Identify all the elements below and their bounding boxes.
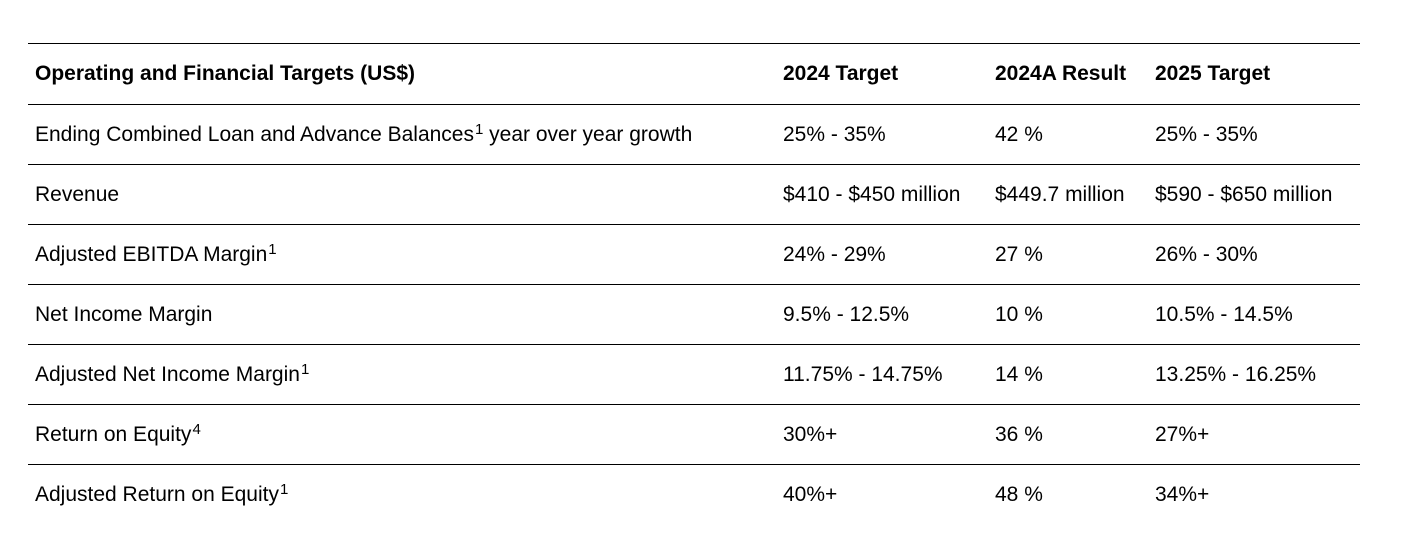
row-label-cell: Adjusted Return on Equity1	[28, 464, 776, 524]
cell-2024-target: $410 - $450 million	[776, 164, 988, 225]
cell-2025-target: 25% - 35%	[1148, 104, 1360, 165]
row-label: Adjusted Net Income Margin	[35, 362, 300, 386]
cell-2024a-result: 48 %	[988, 464, 1148, 524]
cell-2024-target: 25% - 35%	[776, 104, 988, 165]
table-row: Adjusted Return on Equity1 40%+ 48 % 34%…	[28, 464, 1360, 524]
cell-2024a-result: 36 %	[988, 404, 1148, 465]
row-label-cell: Adjusted Net Income Margin1	[28, 344, 776, 405]
table-row: Revenue $410 - $450 million $449.7 milli…	[28, 164, 1360, 225]
cell-2024a-result: 27 %	[988, 224, 1148, 285]
row-label: Ending Combined Loan and Advance Balance…	[35, 122, 474, 146]
cell-2024-target: 24% - 29%	[776, 224, 988, 285]
cell-2025-target: 10.5% - 14.5%	[1148, 284, 1360, 345]
row-label-cell: Return on Equity4	[28, 404, 776, 465]
cell-2024a-result: $449.7 million	[988, 164, 1148, 225]
row-label-cell: Adjusted EBITDA Margin1	[28, 224, 776, 285]
table-row: Ending Combined Loan and Advance Balance…	[28, 104, 1360, 165]
header-2025-target: 2025 Target	[1148, 43, 1360, 105]
row-label: Adjusted EBITDA Margin	[35, 242, 268, 266]
footnote-marker: 1	[475, 120, 484, 138]
footnote-marker: 1	[300, 360, 310, 378]
table-header: Operating and Financial Targets (US$) 20…	[28, 43, 1360, 105]
header-row: Operating and Financial Targets (US$) 20…	[28, 43, 1360, 105]
cell-2024a-result: 14 %	[988, 344, 1148, 405]
cell-2024-target: 40%+	[776, 464, 988, 524]
header-metric: Operating and Financial Targets (US$)	[28, 43, 776, 105]
row-label: Adjusted Return on Equity	[35, 482, 279, 506]
cell-2024a-result: 42 %	[988, 104, 1148, 165]
header-2024-target: 2024 Target	[776, 43, 988, 105]
row-label-suffix: year over year growth	[483, 122, 693, 146]
cell-2025-target: $590 - $650 million	[1148, 164, 1360, 225]
table-body: Ending Combined Loan and Advance Balance…	[28, 104, 1360, 524]
footnote-marker: 1	[279, 480, 289, 498]
table-row: Adjusted EBITDA Margin1 24% - 29% 27 % 2…	[28, 224, 1360, 285]
row-label: Net Income Margin	[35, 302, 213, 326]
row-label-cell: Revenue	[28, 164, 776, 225]
footnote-marker: 4	[192, 420, 201, 438]
cell-2025-target: 13.25% - 16.25%	[1148, 344, 1360, 405]
row-label-cell: Ending Combined Loan and Advance Balance…	[28, 104, 776, 165]
table-row: Adjusted Net Income Margin1 11.75% - 14.…	[28, 344, 1360, 405]
row-label: Revenue	[35, 182, 120, 206]
row-label-cell: Net Income Margin	[28, 284, 776, 345]
cell-2025-target: 27%+	[1148, 404, 1360, 465]
cell-2024-target: 11.75% - 14.75%	[776, 344, 988, 405]
footnote-marker: 1	[268, 240, 277, 258]
table-row: Return on Equity4 30%+ 36 % 27%+	[28, 404, 1360, 465]
financial-targets-table: Operating and Financial Targets (US$) 20…	[28, 43, 1360, 524]
cell-2024-target: 9.5% - 12.5%	[776, 284, 988, 345]
cell-2025-target: 34%+	[1148, 464, 1360, 524]
header-2024a-result: 2024A Result	[988, 43, 1148, 105]
table-row: Net Income Margin 9.5% - 12.5% 10 % 10.5…	[28, 284, 1360, 345]
cell-2025-target: 26% - 30%	[1148, 224, 1360, 285]
cell-2024a-result: 10 %	[988, 284, 1148, 345]
row-label: Return on Equity	[35, 422, 192, 446]
cell-2024-target: 30%+	[776, 404, 988, 465]
